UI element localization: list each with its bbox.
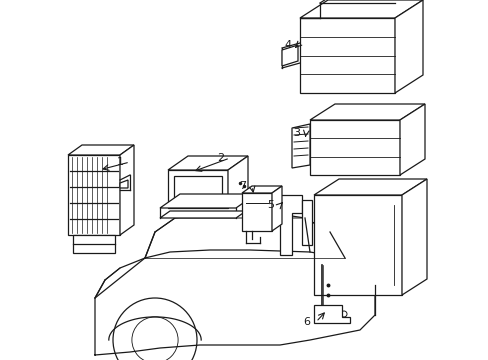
Polygon shape [242, 186, 282, 193]
Text: 2: 2 [217, 153, 224, 163]
Polygon shape [68, 155, 120, 235]
Polygon shape [394, 0, 422, 93]
Polygon shape [299, 0, 422, 18]
Polygon shape [313, 179, 426, 195]
Polygon shape [309, 120, 399, 175]
Polygon shape [302, 200, 311, 245]
Text: 1: 1 [117, 157, 124, 167]
Text: 6: 6 [303, 317, 309, 327]
Text: 4: 4 [285, 40, 291, 50]
Polygon shape [120, 145, 134, 235]
Polygon shape [399, 104, 424, 175]
Polygon shape [401, 179, 426, 295]
Polygon shape [242, 193, 271, 231]
Polygon shape [227, 156, 247, 208]
Polygon shape [313, 195, 401, 295]
Polygon shape [271, 186, 282, 231]
Polygon shape [73, 235, 115, 253]
Polygon shape [309, 104, 424, 120]
Polygon shape [313, 305, 349, 323]
Polygon shape [291, 124, 309, 168]
Polygon shape [68, 145, 134, 155]
Polygon shape [280, 195, 302, 255]
Polygon shape [299, 18, 394, 93]
Polygon shape [160, 211, 245, 218]
Text: 7: 7 [238, 181, 245, 191]
Polygon shape [120, 180, 128, 188]
Polygon shape [168, 156, 247, 170]
Text: 5: 5 [266, 200, 273, 210]
Polygon shape [160, 194, 256, 208]
Polygon shape [168, 170, 227, 208]
Polygon shape [282, 45, 297, 66]
Text: 3: 3 [292, 128, 299, 138]
